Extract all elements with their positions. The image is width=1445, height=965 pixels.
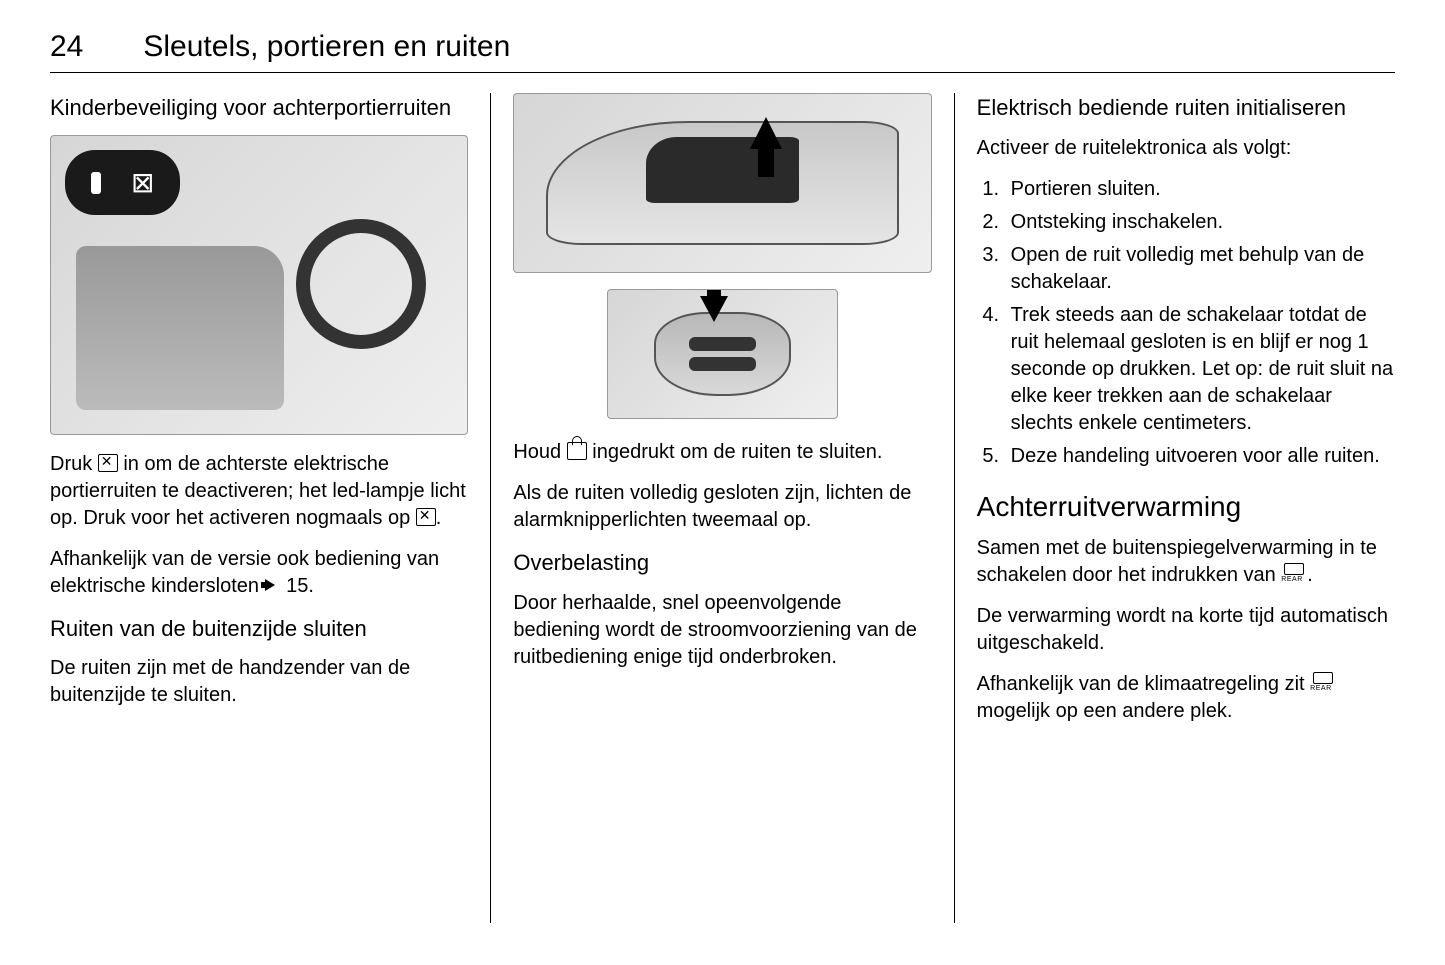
initialize-steps-list: Portieren sluiten. Ontsteking inschakele… bbox=[1005, 176, 1395, 470]
switch-callout: ⊠ bbox=[65, 150, 180, 216]
key-fob-graphic bbox=[654, 312, 791, 395]
list-item: Trek steeds aan de schakelaar totdat de … bbox=[1005, 302, 1395, 437]
col3-intro: Activeer de ruitelektronica als volgt: bbox=[977, 135, 1395, 162]
key-button-graphic bbox=[689, 357, 755, 371]
figure-interior-child-lock: ⊠ bbox=[50, 135, 468, 435]
up-arrow-icon bbox=[750, 117, 782, 149]
col1-paragraph-3: De ruiten zijn met de handzender van de … bbox=[50, 655, 468, 709]
window-lock-icon: ⊠ bbox=[131, 164, 154, 202]
column-2: Houd ingedrukt om de ruiten te sluiten. … bbox=[491, 93, 954, 923]
list-item: Open de ruit volledig met behulp van de … bbox=[1005, 242, 1395, 296]
lock-inline-icon bbox=[567, 442, 587, 460]
door-panel-graphic bbox=[76, 246, 284, 410]
chapter-title: Sleutels, portieren en ruiten bbox=[143, 30, 510, 64]
col2-paragraph-2: Als de ruiten volledig gesloten zijn, li… bbox=[513, 480, 931, 534]
page-number: 24 bbox=[50, 30, 83, 64]
list-item: Deze handeling uitvoeren voor alle ruite… bbox=[1005, 443, 1395, 470]
content-columns: Kinderbeveiliging voor achterportierruit… bbox=[50, 93, 1395, 923]
col3-heading-rear-heater: Achterruitverwarming bbox=[977, 488, 1395, 526]
col1-heading-close-outside: Ruiten van de buitenzijde sluiten bbox=[50, 614, 468, 644]
steering-wheel-graphic bbox=[296, 219, 426, 349]
text: Houd bbox=[513, 441, 566, 463]
column-3: Elektrisch bediende ruiten initialiseren… bbox=[955, 93, 1395, 923]
col3-paragraph-3: Afhankelijk van de klimaatregeling zit m… bbox=[977, 671, 1395, 725]
text: Afhankelijk van de klimaatregeling zit bbox=[977, 673, 1311, 695]
col1-paragraph-1: Druk in om de achterste elektrische port… bbox=[50, 451, 468, 532]
text: . bbox=[436, 507, 442, 529]
car-outline-graphic bbox=[546, 121, 900, 246]
text: mogelijk op een andere plek. bbox=[977, 700, 1233, 722]
col2-heading-overload: Overbelasting bbox=[513, 548, 931, 578]
rear-defrost-inline-icon bbox=[1281, 563, 1307, 583]
figure-remote-key bbox=[607, 289, 837, 419]
down-arrow-icon bbox=[700, 296, 728, 322]
col1-heading-child-lock: Kinderbeveiliging voor achterportierruit… bbox=[50, 93, 468, 123]
window-lock-inline-icon bbox=[98, 454, 118, 472]
col3-heading-initialize: Elektrisch bediende ruiten initialiseren bbox=[977, 93, 1395, 123]
col2-paragraph-1: Houd ingedrukt om de ruiten te sluiten. bbox=[513, 439, 931, 466]
col2-paragraph-3: Door herhaalde, snel opeenvolgende bedie… bbox=[513, 590, 931, 671]
page-ref-arrow-icon bbox=[265, 576, 281, 594]
col3-paragraph-1: Samen met de buitenspiegelverwarming in … bbox=[977, 535, 1395, 589]
text: Afhankelijk van de versie ook bediening … bbox=[50, 548, 439, 597]
figure-car-side-window-up bbox=[513, 93, 931, 273]
page-ref-number: 15. bbox=[281, 575, 314, 597]
window-lock-inline-icon bbox=[416, 508, 436, 526]
col3-paragraph-2: De verwarming wordt na korte tijd automa… bbox=[977, 603, 1395, 657]
col1-paragraph-2: Afhankelijk van de versie ook bediening … bbox=[50, 546, 468, 600]
page-header: 24 Sleutels, portieren en ruiten bbox=[50, 30, 1395, 73]
list-item: Ontsteking inschakelen. bbox=[1005, 209, 1395, 236]
key-button-graphic bbox=[689, 337, 755, 351]
text: . bbox=[1307, 564, 1313, 586]
list-item: Portieren sluiten. bbox=[1005, 176, 1395, 203]
led-indicator-icon bbox=[91, 172, 101, 194]
text: Samen met de buitenspiegelverwarming in … bbox=[977, 537, 1377, 586]
rear-defrost-inline-icon bbox=[1310, 672, 1336, 692]
text: ingedrukt om de ruiten te sluiten. bbox=[587, 441, 883, 463]
column-1: Kinderbeveiliging voor achterportierruit… bbox=[50, 93, 491, 923]
text: Druk bbox=[50, 453, 98, 475]
